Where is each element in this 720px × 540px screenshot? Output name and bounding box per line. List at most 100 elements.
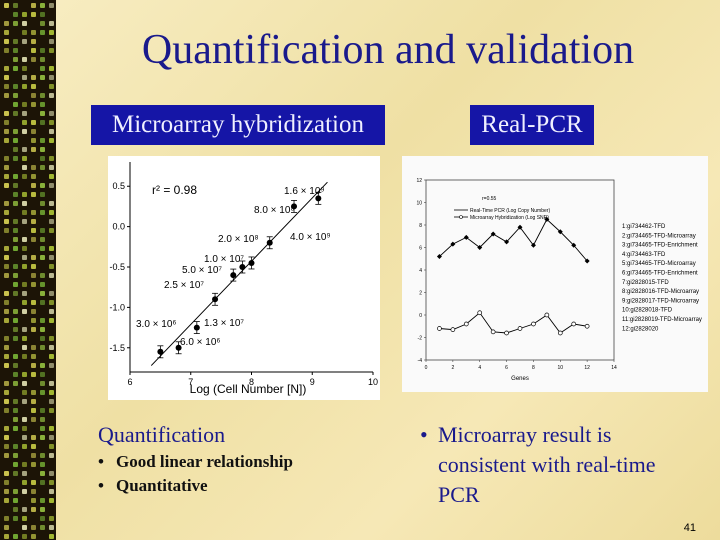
strip-dot	[4, 291, 9, 296]
strip-dot	[49, 399, 54, 404]
strip-dot	[49, 30, 54, 35]
point-annotation: 1.0 × 10⁷	[204, 254, 244, 265]
strip-dot	[4, 354, 9, 359]
point-annotation: 3.0 × 10⁶	[136, 319, 177, 330]
strip-dot	[13, 102, 18, 107]
strip-dot	[22, 345, 27, 350]
strip-dot	[13, 318, 18, 323]
strip-dot	[49, 318, 54, 323]
strip-dot	[40, 435, 45, 440]
strip-dot	[22, 444, 27, 449]
strip-dot	[22, 21, 27, 26]
strip-dot	[13, 129, 18, 134]
strip-dot	[22, 102, 27, 107]
strip-dot	[31, 12, 36, 17]
microarray-point	[584, 323, 590, 329]
strip-dot	[13, 93, 18, 98]
strip-dot	[4, 444, 9, 449]
x-tick-label: 6	[505, 365, 508, 371]
strip-dot	[40, 21, 45, 26]
strip-dot	[40, 318, 45, 323]
strip-dot	[13, 282, 18, 287]
gene-list-item: 7:gi2828015-TFD	[622, 280, 669, 286]
strip-dot	[4, 174, 9, 179]
strip-dot	[49, 246, 54, 251]
strip-dot	[40, 462, 45, 467]
strip-dot	[22, 435, 27, 440]
strip-dot	[40, 246, 45, 251]
strip-dot	[22, 426, 27, 431]
strip-dot	[49, 345, 54, 350]
strip-dot	[13, 48, 18, 53]
strip-dot	[22, 147, 27, 152]
strip-dot	[31, 210, 36, 215]
gene-list-item: 10:gi2828018-TFD	[622, 308, 673, 314]
strip-dot	[13, 39, 18, 44]
strip-dot	[4, 111, 9, 116]
x-tick-label: 6	[127, 377, 132, 387]
strip-dot	[49, 435, 54, 440]
strip-dot	[40, 201, 45, 206]
strip-dot	[13, 417, 18, 422]
strip-dot	[49, 534, 54, 539]
strip-dot	[4, 300, 9, 305]
strip-dot	[13, 471, 18, 476]
strip-dot	[49, 381, 54, 386]
strip-dot	[31, 372, 36, 377]
microarray-series-line	[439, 312, 588, 334]
y-tick-label: 8	[419, 223, 422, 229]
bullet-item: Good linear relationship	[98, 450, 293, 474]
strip-dot	[4, 453, 9, 458]
strip-dot	[13, 21, 18, 26]
strip-dot	[40, 291, 45, 296]
strip-dot	[22, 192, 27, 197]
pcr-point	[544, 216, 550, 222]
bullet-item: Quantitative	[98, 474, 293, 498]
strip-dot	[4, 183, 9, 188]
strip-dot	[13, 12, 18, 17]
strip-dot	[13, 498, 18, 503]
strip-dot	[40, 525, 45, 530]
legend-item: Real-Time PCR (Log Copy Number)	[470, 208, 550, 214]
y-tick-label: 12	[416, 178, 422, 184]
strip-dot	[49, 264, 54, 269]
strip-dot	[13, 219, 18, 224]
strip-dot	[49, 66, 54, 71]
y-tick-label: -4	[418, 358, 423, 364]
strip-dot	[31, 255, 36, 260]
strip-dot	[13, 327, 18, 332]
strip-dot	[40, 192, 45, 197]
strip-dot	[22, 390, 27, 395]
legend-item: Microarray Hybridization (Log SNR)	[470, 215, 549, 221]
strip-dot	[31, 525, 36, 530]
strip-dot	[49, 219, 54, 224]
strip-dot	[31, 30, 36, 35]
strip-dot	[22, 84, 27, 89]
strip-dot	[40, 426, 45, 431]
microarray-point	[557, 330, 563, 336]
pcr-chart-svg: 12 10 8 6 4 2 0 -2 -4 0 2 4 6 8 10 12 14 r=0.55 Real-Ti…	[416, 178, 701, 382]
strip-dot	[4, 498, 9, 503]
strip-dot	[22, 210, 27, 215]
strip-dot	[49, 174, 54, 179]
strip-dot	[40, 3, 45, 8]
strip-dot	[49, 165, 54, 170]
strip-dot	[40, 507, 45, 512]
strip-dot	[4, 426, 9, 431]
strip-dot	[49, 471, 54, 476]
strip-dot	[13, 489, 18, 494]
strip-dot	[4, 219, 9, 224]
strip-dot	[31, 462, 36, 467]
y-tick-label: -1.0	[109, 302, 125, 312]
microarray-header: Microarray hybridization	[91, 105, 385, 145]
strip-dot	[13, 237, 18, 242]
strip-dot	[40, 138, 45, 143]
strip-dot	[13, 246, 18, 251]
strip-dot	[40, 336, 45, 341]
strip-dot	[13, 291, 18, 296]
strip-dot	[40, 408, 45, 413]
strip-dot	[13, 507, 18, 512]
strip-dot	[31, 399, 36, 404]
strip-dot	[22, 66, 27, 71]
strip-dot	[13, 453, 18, 458]
